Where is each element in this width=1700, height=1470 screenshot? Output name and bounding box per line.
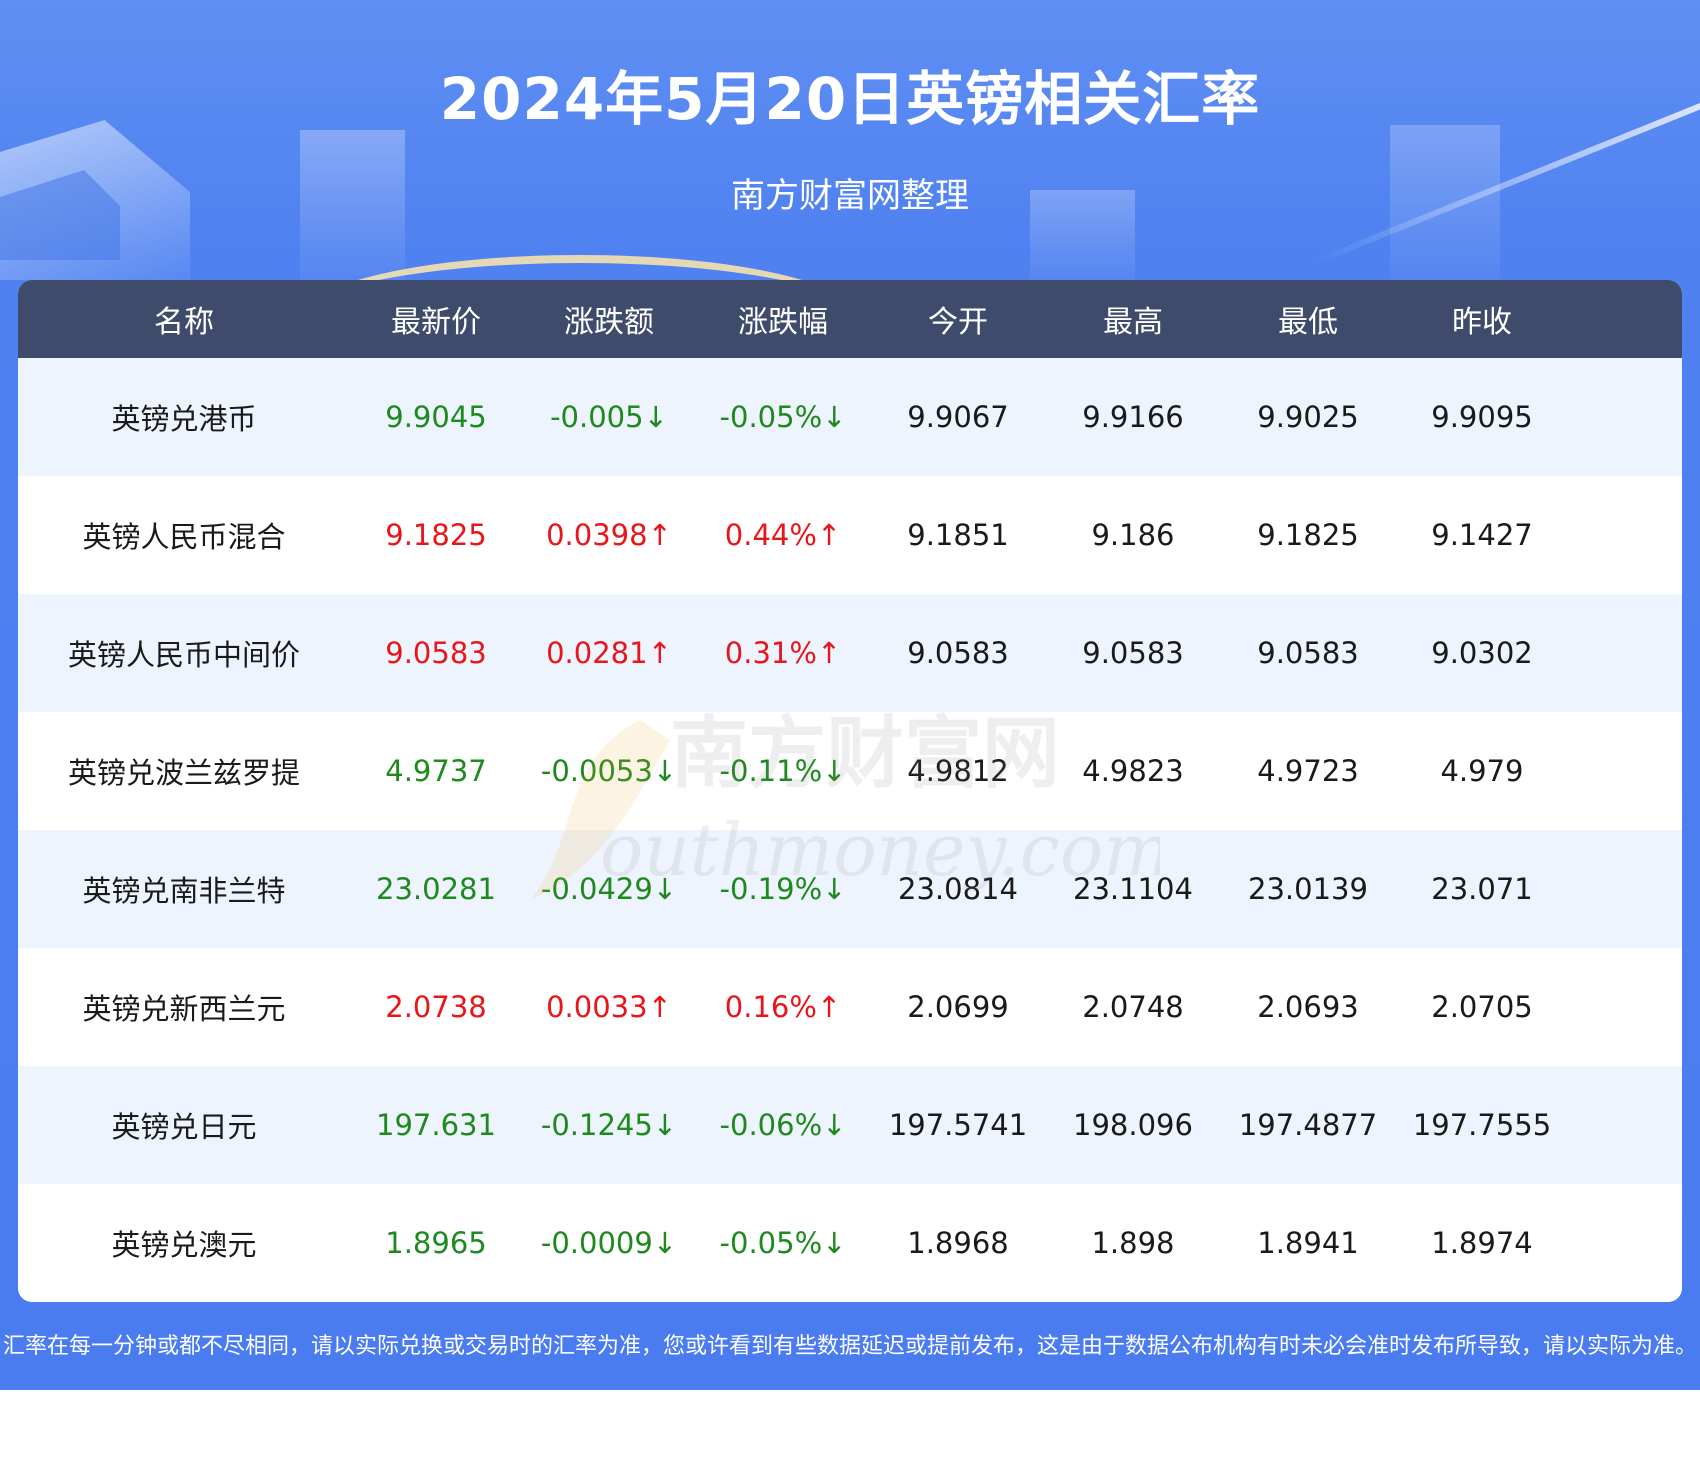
column-header-prev-close: 昨收 <box>1452 305 1512 340</box>
cell-latest: 9.0583 <box>385 636 487 670</box>
cell-name: 英镑兑波兰兹罗提 <box>67 756 300 790</box>
cell-open: 197.5741 <box>888 1108 1028 1142</box>
cell-high: 9.0583 <box>1082 636 1184 670</box>
table-header-row: 名称 最新价 涨跌额 涨跌幅 今开 最高 最低 昨收 <box>18 280 1682 358</box>
cell-prev-close: 2.0705 <box>1431 990 1533 1024</box>
table-row: 英镑兑港币 9.9045 -0.005↓ -0.05%↓ 9.9067 9.9166 9.9… <box>18 358 1682 476</box>
cell-change-pct: 0.16%↑ <box>724 990 842 1024</box>
decorative-column <box>1030 190 1135 280</box>
table-row: 英镑人民币混合 9.1825 0.0398↑ 0.44%↑ 9.1851 9.186 9.1… <box>18 476 1682 594</box>
column-header-latest: 最新价 <box>391 305 481 340</box>
cell-low: 9.9025 <box>1257 400 1359 434</box>
cell-low: 9.1825 <box>1257 518 1359 552</box>
table-body: 英镑兑港币 9.9045 -0.005↓ -0.05%↓ 9.9067 9.9166 9.9… <box>18 358 1682 1302</box>
cell-low: 1.8941 <box>1257 1226 1359 1260</box>
cell-high: 198.096 <box>1073 1108 1193 1142</box>
table-row: 英镑兑南非兰特 23.0281 -0.0429↓ -0.19%↓ 23.0814 23.1… <box>18 830 1682 948</box>
cell-prev-close: 4.979 <box>1440 754 1524 788</box>
cell-open: 2.0699 <box>907 990 1009 1024</box>
cell-change: -0.005↓ <box>550 400 668 434</box>
column-header-change-pct: 涨跌幅 <box>738 305 828 340</box>
cell-high: 9.186 <box>1091 518 1175 552</box>
cell-open: 4.9812 <box>907 754 1009 788</box>
disclaimer-text: 汇率在每一分钟或都不尽相同，请以实际兑换或交易时的汇率为准，您或许看到有些数据延… <box>2 1334 1697 1359</box>
table-row: 英镑兑澳元 1.8965 -0.0009↓ -0.05%↓ 1.8968 1.898 1.8… <box>18 1184 1682 1302</box>
cell-change: 0.0398↑ <box>546 518 672 552</box>
cell-open: 23.0814 <box>898 872 1018 906</box>
cell-name: 英镑兑澳元 <box>111 1228 257 1262</box>
cell-open: 9.0583 <box>907 636 1009 670</box>
cell-name: 英镑人民币混合 <box>82 520 286 554</box>
decorative-column <box>1390 125 1500 280</box>
cell-low: 4.9723 <box>1257 754 1359 788</box>
column-header-low: 最低 <box>1278 305 1338 340</box>
cell-change-pct: -0.11%↓ <box>719 754 847 788</box>
cell-latest: 1.8965 <box>385 1226 487 1260</box>
cell-change-pct: -0.05%↓ <box>719 1226 847 1260</box>
column-header-change: 涨跌额 <box>564 305 654 340</box>
banner-background: 2024年5月20日英镑相关汇率 南方财富网整理 名称 最新价 涨跌额 涨跌幅 … <box>0 0 1700 1390</box>
cell-latest: 4.9737 <box>385 754 487 788</box>
cell-change: -0.0053↓ <box>540 754 678 788</box>
cell-open: 1.8968 <box>907 1226 1009 1260</box>
decorative-column <box>300 130 405 280</box>
cell-prev-close: 1.8974 <box>1431 1226 1533 1260</box>
cell-name: 英镑兑港币 <box>111 402 257 436</box>
cell-change: 0.0033↑ <box>546 990 672 1024</box>
cell-change-pct: -0.19%↓ <box>719 872 847 906</box>
cell-latest: 9.9045 <box>385 400 487 434</box>
cell-change: -0.0009↓ <box>540 1226 678 1260</box>
cell-prev-close: 9.0302 <box>1431 636 1533 670</box>
table-row: 英镑人民币中间价 9.0583 0.0281↑ 0.31%↑ 9.0583 9.0583 9… <box>18 594 1682 712</box>
cell-high: 4.9823 <box>1082 754 1184 788</box>
cell-name: 英镑兑南非兰特 <box>82 874 286 908</box>
cell-high: 9.9166 <box>1082 400 1184 434</box>
cell-high: 2.0748 <box>1082 990 1184 1024</box>
cell-name: 英镑兑新西兰元 <box>82 992 286 1026</box>
column-header-name: 名称 <box>154 305 214 340</box>
cell-high: 1.898 <box>1091 1226 1175 1260</box>
cell-change: -0.0429↓ <box>540 872 678 906</box>
column-header-open: 今开 <box>928 305 988 340</box>
cell-open: 9.9067 <box>907 400 1009 434</box>
table-row: 英镑兑波兰兹罗提 4.9737 -0.0053↓ -0.11%↓ 4.9812 4.982… <box>18 712 1682 830</box>
cell-low: 23.0139 <box>1248 872 1368 906</box>
exchange-rate-table: 名称 最新价 涨跌额 涨跌幅 今开 最高 最低 昨收 英镑兑港币 9.9045 -0… <box>18 280 1682 1302</box>
cell-change: 0.0281↑ <box>546 636 672 670</box>
page-subtitle: 南方财富网整理 <box>731 176 969 216</box>
cell-latest: 2.0738 <box>385 990 487 1024</box>
cell-prev-close: 197.7555 <box>1412 1108 1552 1142</box>
cell-change-pct: -0.05%↓ <box>719 400 847 434</box>
cell-low: 9.0583 <box>1257 636 1359 670</box>
cell-open: 9.1851 <box>907 518 1009 552</box>
cell-change: -0.1245↓ <box>540 1108 678 1142</box>
table-row: 英镑兑新西兰元 2.0738 0.0033↑ 0.16%↑ 2.0699 2.0748 2.… <box>18 948 1682 1066</box>
decorative-arc <box>300 255 860 383</box>
cell-prev-close: 23.071 <box>1431 872 1533 906</box>
column-header-high: 最高 <box>1103 305 1163 340</box>
cell-low: 2.0693 <box>1257 990 1359 1024</box>
cell-latest: 197.631 <box>376 1108 496 1142</box>
cell-change-pct: 0.31%↑ <box>724 636 842 670</box>
cell-change-pct: 0.44%↑ <box>724 518 842 552</box>
cell-high: 23.1104 <box>1073 872 1193 906</box>
page-title: 2024年5月20日英镑相关汇率 <box>439 65 1261 133</box>
cell-change-pct: -0.06%↓ <box>719 1108 847 1142</box>
cell-name: 英镑人民币中间价 <box>67 638 300 672</box>
cell-name: 英镑兑日元 <box>111 1110 257 1144</box>
cell-prev-close: 9.9095 <box>1431 400 1533 434</box>
table-row: 英镑兑日元 197.631 -0.1245↓ -0.06%↓ 197.5741 198.0… <box>18 1066 1682 1184</box>
cell-low: 197.4877 <box>1238 1108 1378 1142</box>
cell-latest: 9.1825 <box>385 518 487 552</box>
cell-prev-close: 9.1427 <box>1431 518 1533 552</box>
cell-latest: 23.0281 <box>376 872 496 906</box>
